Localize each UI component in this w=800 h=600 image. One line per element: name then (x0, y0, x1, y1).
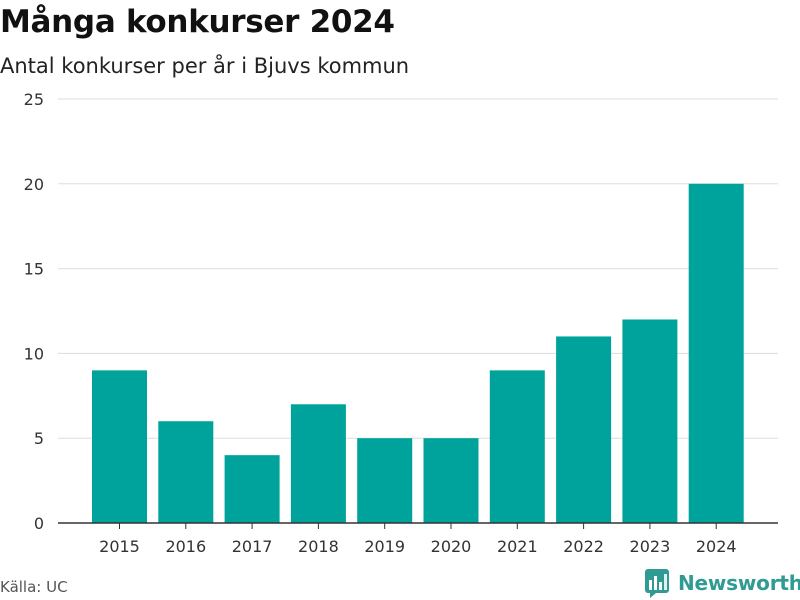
y-axis-ticks: 0 5 10 15 20 25 (24, 90, 44, 533)
x-tick-label: 2015 (99, 537, 140, 556)
y-tick-label: 15 (24, 260, 44, 279)
x-tick-label: 2016 (165, 537, 206, 556)
bar-2020 (423, 438, 479, 523)
x-tick-label: 2020 (431, 537, 472, 556)
bars (92, 183, 744, 524)
bar-2021 (489, 370, 545, 523)
y-tick-label: 20 (24, 175, 44, 194)
x-tick-label: 2017 (232, 537, 273, 556)
bar-2023 (622, 319, 678, 523)
x-tick-label: 2024 (696, 537, 737, 556)
x-tick-label: 2019 (364, 537, 405, 556)
source-note: Källa: UC (0, 578, 68, 596)
y-tick-label: 0 (34, 514, 44, 533)
bar-2018 (290, 404, 346, 523)
chart-title: Många konkurser 2024 (0, 4, 395, 40)
brand-logo: Newsworthy (644, 568, 800, 598)
y-tick-label: 25 (24, 90, 44, 109)
bar-chart-icon (645, 569, 669, 598)
x-axis-ticks: 2015 2016 2017 2018 2019 2020 2021 2022 2023 2024 (99, 523, 737, 556)
x-tick-label: 2018 (298, 537, 339, 556)
bar-2022 (556, 336, 612, 523)
x-tick-label: 2021 (497, 537, 538, 556)
bar-2019 (357, 438, 413, 523)
chart-subtitle: Antal konkurser per år i Bjuvs kommun (0, 54, 410, 78)
x-tick-label: 2022 (563, 537, 604, 556)
x-tick-label: 2023 (630, 537, 671, 556)
y-tick-label: 10 (24, 344, 44, 363)
bar-2016 (158, 421, 214, 523)
bar-2015 (92, 370, 147, 523)
y-tick-label: 5 (34, 429, 44, 448)
brand-name: Newsworthy (678, 571, 800, 595)
bar-2017 (224, 455, 280, 523)
bar-2024 (688, 183, 744, 524)
